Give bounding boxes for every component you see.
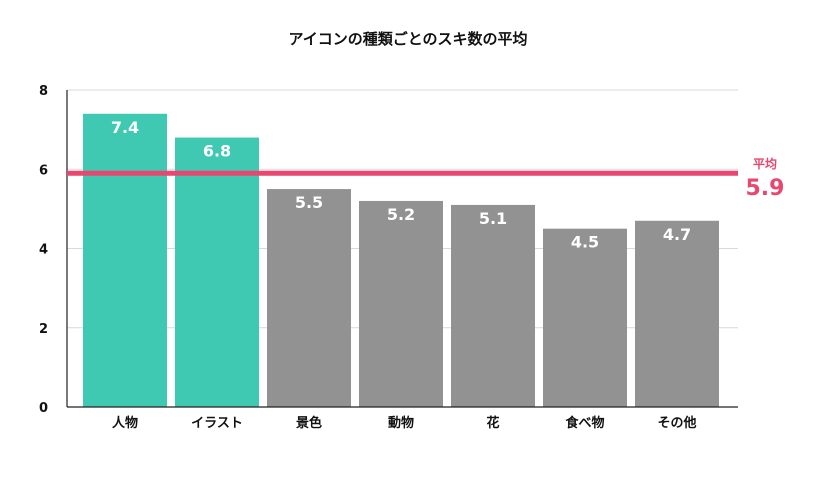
bar (543, 228, 627, 407)
y-tick-label: 2 (39, 322, 48, 337)
data-label: 5.2 (387, 205, 415, 224)
x-tick-label: 人物 (112, 415, 138, 431)
average-reference: 平均 5.9 (67, 156, 784, 201)
bar (359, 200, 443, 407)
bar (451, 204, 535, 407)
x-tick-label: 花 (486, 415, 499, 431)
data-label: 5.1 (479, 209, 507, 228)
bar (175, 137, 259, 408)
bar (635, 220, 719, 407)
x-tick-label: イラスト (191, 416, 243, 431)
data-label: 4.7 (663, 225, 691, 244)
data-label: 6.8 (203, 142, 231, 161)
data-label: 5.5 (295, 193, 323, 212)
average-label: 平均 (753, 156, 777, 171)
axes: 0 2 4 6 8 人物 イラスト 景色 動物 花 食べ物 その他 (39, 84, 738, 431)
average-value: 5.9 (746, 176, 785, 201)
x-tick-label: 食べ物 (565, 415, 604, 431)
y-tick-label: 4 (39, 243, 48, 258)
data-label: 4.5 (571, 233, 599, 252)
data-label: 7.4 (111, 118, 139, 137)
y-tick-label: 6 (39, 163, 48, 178)
bars: 7.4 6.8 5.5 5.2 5.1 4.5 4.7 (83, 113, 719, 408)
y-tick-label: 0 (39, 401, 48, 416)
bar (267, 189, 351, 407)
x-tick-label: その他 (657, 415, 696, 431)
bar (83, 113, 167, 408)
chart-title: アイコンの種類ごとのスキ数の平均 (288, 30, 527, 48)
x-tick-label: 景色 (296, 415, 322, 431)
y-tick-label: 8 (39, 84, 48, 99)
x-tick-label: 動物 (388, 415, 414, 431)
